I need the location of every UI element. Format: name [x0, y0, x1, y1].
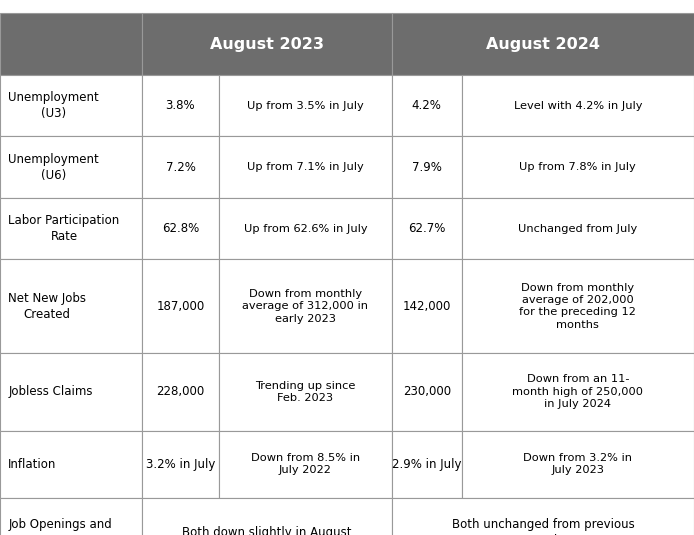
Text: 4.2%: 4.2% [412, 99, 442, 112]
Bar [462, 259, 694, 353]
Text: Up from 3.5% in July: Up from 3.5% in July [247, 101, 364, 111]
Bar [392, 498, 694, 535]
Text: 62.8%: 62.8% [162, 222, 199, 235]
Bar [0, 353, 142, 431]
Text: 228,000: 228,000 [156, 385, 205, 399]
Text: Unemployment
(U3): Unemployment (U3) [8, 91, 99, 120]
Text: Down from 8.5% in
July 2022: Down from 8.5% in July 2022 [251, 453, 360, 475]
Text: August 2024: August 2024 [486, 36, 600, 52]
Bar [462, 198, 694, 259]
Text: Unemployment
(U6): Unemployment (U6) [8, 152, 99, 182]
Bar [462, 136, 694, 198]
Text: Up from 7.1% in July: Up from 7.1% in July [247, 162, 364, 172]
Bar [462, 431, 694, 498]
Text: Job Openings and
JOLTS Rate: Job Openings and JOLTS Rate [8, 518, 112, 535]
Text: 7.2%: 7.2% [165, 160, 196, 174]
Bar [219, 259, 392, 353]
Bar [392, 431, 462, 498]
Bar [142, 259, 219, 353]
Bar [462, 75, 694, 136]
Bar [392, 13, 694, 75]
Bar [0, 75, 142, 136]
Bar [0, 136, 142, 198]
Text: Level with 4.2% in July: Level with 4.2% in July [514, 101, 642, 111]
Text: Labor Participation
Rate: Labor Participation Rate [8, 214, 119, 243]
Text: Up from 62.6% in July: Up from 62.6% in July [244, 224, 367, 234]
Text: Down from monthly
average of 312,000 in
early 2023: Down from monthly average of 312,000 in … [242, 289, 369, 324]
Text: 187,000: 187,000 [156, 300, 205, 313]
Text: 2.9% in July: 2.9% in July [392, 457, 462, 471]
Text: 3.2% in July: 3.2% in July [146, 457, 215, 471]
Bar [219, 431, 392, 498]
Text: Inflation: Inflation [8, 457, 57, 471]
Text: Both unchanged from previous
month: Both unchanged from previous month [452, 518, 634, 535]
Text: Jobless Claims: Jobless Claims [8, 385, 93, 399]
Bar [219, 353, 392, 431]
Bar [219, 136, 392, 198]
Bar [142, 431, 219, 498]
Text: Down from 3.2% in
July 2023: Down from 3.2% in July 2023 [523, 453, 632, 475]
Bar [0, 498, 142, 535]
Bar [392, 353, 462, 431]
Text: Net New Jobs
Created: Net New Jobs Created [8, 292, 86, 321]
Bar [142, 353, 219, 431]
Text: Both down slightly in August: Both down slightly in August [183, 526, 352, 535]
Bar [219, 198, 392, 259]
Bar [392, 259, 462, 353]
Bar [392, 75, 462, 136]
Bar [142, 75, 219, 136]
Text: August 2023: August 2023 [210, 36, 324, 52]
Text: Down from an 11-
month high of 250,000
in July 2024: Down from an 11- month high of 250,000 i… [512, 374, 643, 409]
Bar [142, 136, 219, 198]
Bar [142, 13, 392, 75]
Text: Unchanged from July: Unchanged from July [518, 224, 637, 234]
Text: Down from monthly
average of 202,000
for the preceding 12
months: Down from monthly average of 202,000 for… [519, 282, 636, 330]
Bar [392, 136, 462, 198]
Bar [462, 353, 694, 431]
Bar [392, 198, 462, 259]
Text: 7.9%: 7.9% [412, 160, 442, 174]
Text: 142,000: 142,000 [403, 300, 451, 313]
Text: Trending up since
Feb. 2023: Trending up since Feb. 2023 [255, 381, 355, 403]
Text: 3.8%: 3.8% [166, 99, 195, 112]
Bar [219, 75, 392, 136]
Bar [142, 498, 392, 535]
Text: 230,000: 230,000 [403, 385, 451, 399]
Bar [0, 431, 142, 498]
Bar [0, 259, 142, 353]
Text: Up from 7.8% in July: Up from 7.8% in July [519, 162, 636, 172]
Bar [0, 13, 142, 75]
Text: 62.7%: 62.7% [408, 222, 446, 235]
Bar [142, 198, 219, 259]
Bar [0, 198, 142, 259]
